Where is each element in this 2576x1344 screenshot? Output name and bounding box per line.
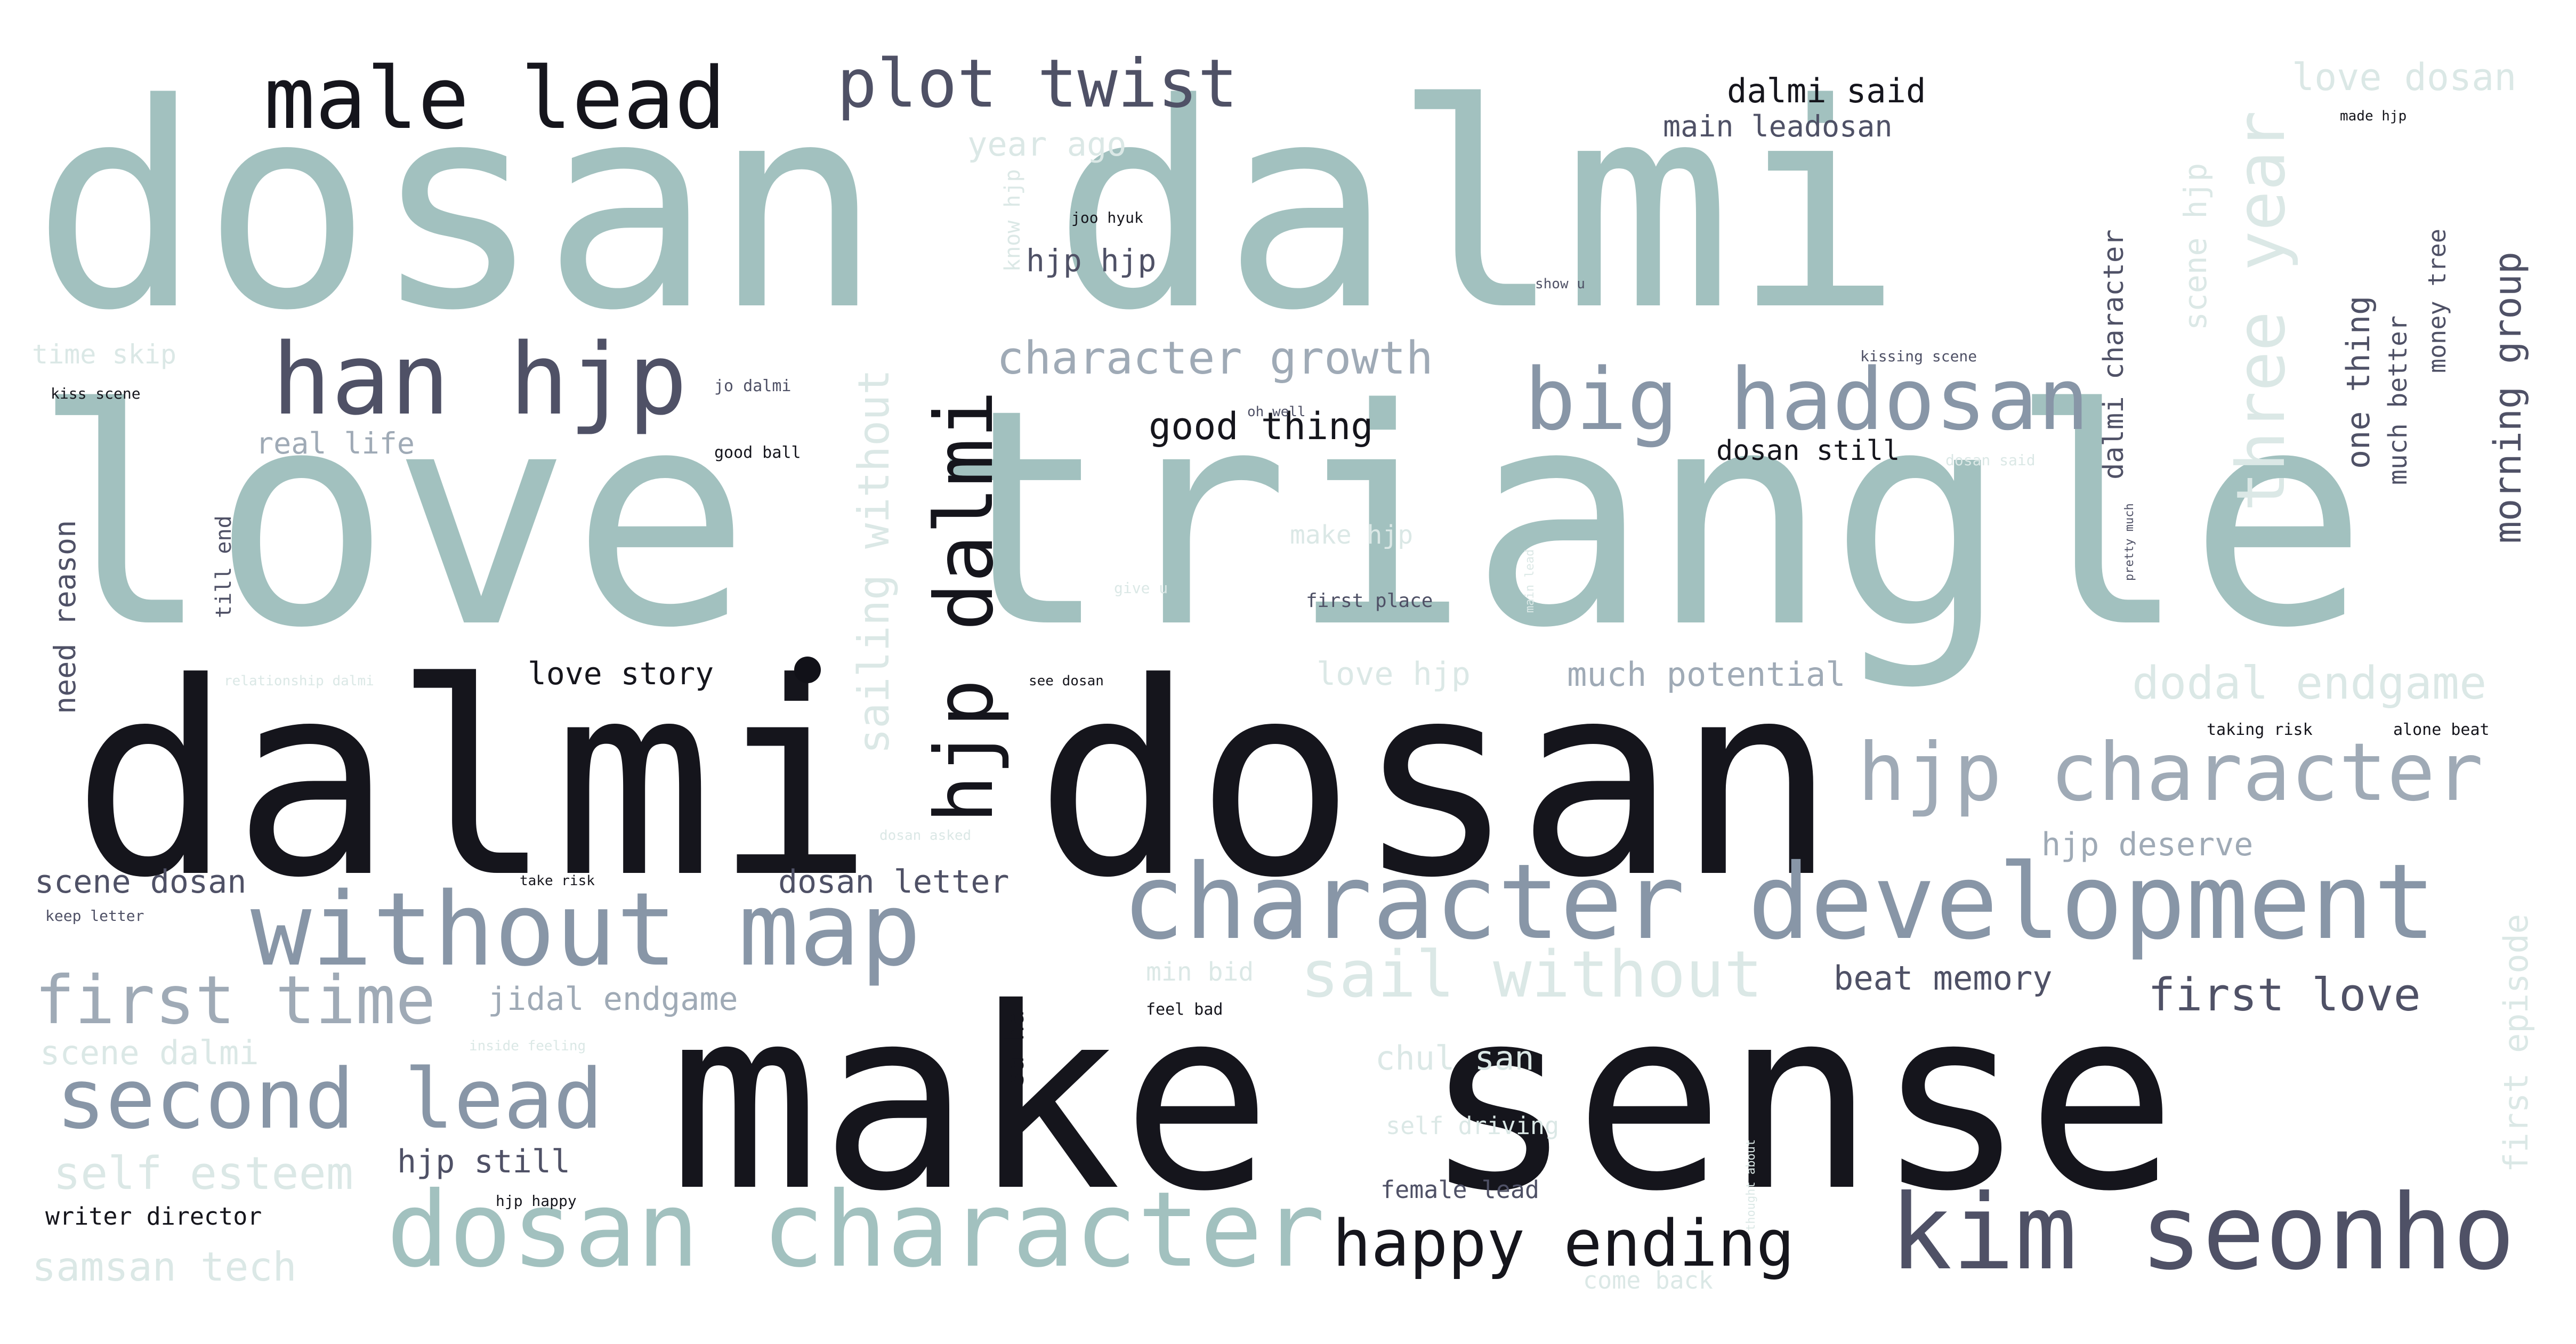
word-show-u: show u [1535, 276, 1585, 292]
word-first-time: first time [35, 962, 436, 1039]
word-much-better: much better [2383, 315, 2413, 485]
word-inside-feeling: inside feeling [469, 1038, 586, 1054]
word-oh-well: oh well [1247, 404, 1306, 420]
word-pretty-much: pretty much [2123, 503, 2136, 581]
word-male-lead: male lead [264, 48, 726, 148]
word-first-love: first love [2148, 969, 2421, 1022]
word-morning-group: morning group [2486, 252, 2530, 544]
word-sail-without: sail without [1301, 938, 1763, 1012]
word-self-driving: self driving [1386, 1112, 1560, 1140]
word-kissing-scene: kissing scene [1860, 347, 1977, 365]
word-love-story: love story [528, 655, 714, 692]
word-take-risk: take risk [520, 873, 595, 889]
word-second-lead: second lead [56, 1051, 603, 1147]
word-self-esteem: self esteem [53, 1147, 353, 1200]
word-hjp-deserve: hjp deserve [2041, 826, 2254, 863]
word-joo-hyuk: joo hyuk [1071, 209, 1143, 226]
word-feel-bad: feel bad [1146, 1000, 1223, 1019]
word-hjp-character: hjp character [1858, 726, 2483, 819]
word-scene-hjp: scene hjp [2177, 163, 2214, 330]
word-dalmi-dosan: dalmi dosan [72, 626, 1837, 936]
word-sa-ha: sa ha [1000, 1010, 1030, 1088]
word-happy-ending: happy ending [1333, 1207, 1795, 1281]
word-kim-seonho: kim seonho [1889, 1172, 2515, 1293]
word-three-year: three year [2223, 110, 2300, 512]
word-sailing-without: sailing without [849, 369, 899, 754]
word-made-hjp: made hjp [2340, 108, 2407, 124]
word-beat-memory: beat memory [1834, 959, 2053, 998]
word-see-dosan: see dosan [1029, 673, 1104, 689]
word-scene-dalmi: scene dalmi [40, 1033, 259, 1072]
word-character-development: character development [1122, 841, 2436, 962]
word-hjp-still: hjp still [397, 1143, 571, 1180]
word-taking-risk: taking risk [2207, 720, 2313, 739]
word-hjp-dalmi: hjp dalmi [918, 390, 1011, 823]
word-know-hjp: know hjp [1000, 169, 1025, 272]
word-cloud-dot [794, 657, 821, 683]
word-han-hjp: han hjp [272, 322, 688, 437]
word-come-back: come back [1583, 1266, 1713, 1294]
word-big-hadosan: big hadosan [1524, 350, 2089, 449]
word-chul-san: chul san [1375, 1039, 1535, 1078]
word-min-bid: min bid [1146, 957, 1254, 987]
word-jo-dalmi: jo dalmi [714, 377, 792, 395]
word-plot-twist: plot twist [837, 45, 1238, 123]
word-alone-beat: alone beat [2393, 720, 2490, 739]
word-jidal-endgame: jidal endgame [488, 981, 738, 1018]
word-first-place: first place [1306, 590, 1433, 612]
word-writer-director: writer director [45, 1202, 262, 1230]
word-hjp-happy: hjp happy [496, 1192, 577, 1210]
word-keep-letter: keep letter [45, 907, 144, 925]
word-need-reason: need reason [48, 520, 82, 714]
word-love-triangle: love triangle [32, 346, 2368, 693]
word-give-u: give u [1114, 579, 1168, 597]
word-dosan-letter: dosan letter [778, 863, 1010, 901]
word-main-lead-small: main lead [1523, 549, 1537, 613]
word-time-skip: time skip [32, 339, 176, 370]
word-one-thing: one thing [2340, 295, 2377, 469]
word-dalmi-said: dalmi said [1727, 71, 1926, 110]
word-samsan-tech: samsan tech [32, 1243, 297, 1290]
word-dosan-dalmi: dosan dalmi [32, 43, 1903, 372]
word-money-tree: money tree [2423, 229, 2451, 373]
word-dosan-still: dosan still [1716, 435, 1900, 467]
word-main-leadosan: main leadosan [1663, 109, 1893, 143]
word-without-map: without map [251, 871, 922, 989]
word-first-episode: first episode [2497, 913, 2535, 1172]
word-character-growth: character growth [997, 332, 1433, 385]
word-dodal-endgame: dodal endgame [2132, 657, 2487, 710]
word-much-potential: much potential [1567, 655, 1846, 694]
word-good-thing: good thing [1149, 404, 1374, 448]
word-dosan-said: dosan said [1945, 451, 2036, 469]
word-dalmi-character: dalmi character [2098, 229, 2130, 480]
word-female-lead: female lead [1380, 1176, 1540, 1204]
word-till-end: till end [212, 515, 236, 618]
word-scene-dosan: scene dosan [35, 863, 247, 901]
word-year-ago: year ago [967, 125, 1127, 164]
word-real-life: real life [256, 426, 415, 460]
word-love-hjp: love hjp [1317, 655, 1471, 693]
word-make-sense: make sense [669, 954, 2177, 1246]
word-dosan-asked: dosan asked [879, 828, 972, 844]
word-make-hjp: make hjp [1290, 520, 1414, 550]
word-love-dosan: love dosan [2292, 55, 2517, 99]
word-dosan-character: dosan character [386, 1169, 1325, 1290]
word-relationship-dalmi: relationship dalmi [224, 673, 374, 689]
word-hjp-hjp: hjp hjp [1026, 242, 1157, 279]
word-kiss-scene: kiss scene [51, 385, 141, 402]
word-good-ball: good ball [714, 443, 801, 462]
word-thought-about: thought about [1745, 1139, 1758, 1231]
